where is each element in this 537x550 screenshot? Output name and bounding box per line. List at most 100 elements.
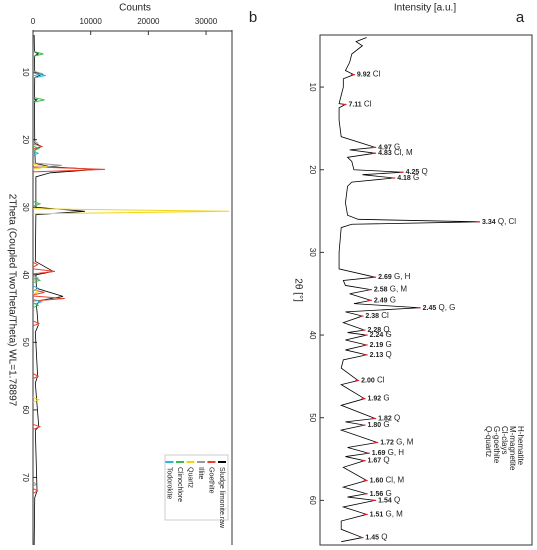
peak-label: 2.28 Q <box>368 325 390 334</box>
peak-label: 1.54 Q <box>378 495 400 504</box>
phase-peak <box>32 295 65 302</box>
phase: Cl <box>377 376 385 385</box>
phase-peak <box>32 481 37 488</box>
peak-label: 4.18 G <box>397 173 419 182</box>
tick-label: 10 <box>21 68 30 77</box>
phase-peak <box>32 298 44 305</box>
d-spacing: 1.72 <box>380 439 394 446</box>
pattern-line <box>33 34 97 546</box>
phase: Q, G <box>438 303 455 312</box>
peak-label: 2.69 G, H <box>378 272 411 281</box>
peak-label: 1.80 G <box>368 420 390 429</box>
d-spacing: 2.19 <box>370 342 384 349</box>
phase-peak <box>32 96 45 103</box>
phase-peak <box>32 72 46 79</box>
phase-peak <box>32 423 42 430</box>
tick-label: 60 <box>21 405 30 414</box>
phase: Cl, M <box>394 148 413 157</box>
legend-label: Illite <box>197 467 204 480</box>
tick-label: 50 <box>21 338 30 347</box>
peak-label: 3.34 Q, Cl <box>482 217 516 226</box>
peak-label: 2.45 Q, G <box>423 303 456 312</box>
phase-peak <box>32 373 40 380</box>
legend-text: Cl-clays <box>500 426 509 454</box>
phase-peak <box>32 150 40 157</box>
phase-peak <box>32 200 42 207</box>
legend-text: M-magnetite <box>508 426 517 471</box>
d-spacing: 2.00 <box>361 377 375 384</box>
twotheta-label: 2Theta (Coupled TwoTheta/Theta) WL=1.788… <box>6 194 17 407</box>
d-spacing: 1.51 <box>370 511 384 518</box>
peak-label: 2.58 G, M <box>374 285 408 294</box>
d-spacing: 1.82 <box>378 415 392 422</box>
phase: Cl <box>364 100 372 109</box>
legend-box <box>164 454 229 521</box>
tick-label: 30 <box>21 203 30 212</box>
peak-label: 1.60 Cl, M <box>370 476 405 485</box>
tick-label: 20000 <box>137 17 160 26</box>
d-spacing: 1.80 <box>368 422 382 429</box>
peak-label: 1.69 G, H <box>372 448 405 457</box>
pattern-line <box>338 37 480 543</box>
peak-label: 2.38 Cl <box>365 311 389 320</box>
peak-label: 1.45 Q <box>365 533 387 542</box>
phase: Cl <box>373 70 381 79</box>
intensity-label: Intensity [a.u.] <box>394 3 456 14</box>
phase: G <box>385 330 391 339</box>
phase-peak <box>32 208 230 215</box>
tick-label: 10000 <box>80 17 103 26</box>
peak-label: 1.56 G <box>370 489 392 498</box>
phase: G <box>390 295 396 304</box>
phase-peak <box>32 396 41 403</box>
phase-peak <box>32 488 39 494</box>
peak-label: 2.49 G <box>374 295 396 304</box>
peak-label: 7.11 Cl <box>348 100 371 109</box>
phase-peak <box>32 275 40 282</box>
panel-letter: b <box>249 9 257 26</box>
d-spacing: 4.97 <box>378 144 392 151</box>
phase: Q <box>381 533 387 542</box>
phase-peak <box>32 277 42 284</box>
phase: Cl <box>381 311 389 320</box>
peak-label: 2.13 Q <box>370 350 392 359</box>
phase-peak <box>32 143 44 150</box>
peak-label: 2.19 G <box>370 340 392 349</box>
phase: Cl, M <box>385 476 404 485</box>
phase-peak <box>32 166 106 173</box>
phase-peak <box>32 320 41 327</box>
d-spacing: 2.24 <box>370 332 384 339</box>
d-spacing: 1.56 <box>370 491 384 498</box>
tick-label: 60 <box>308 496 317 505</box>
tick-label: 70 <box>21 473 30 482</box>
d-spacing: 1.92 <box>368 396 382 403</box>
d-spacing: 3.34 <box>482 219 496 226</box>
legend-label: Clinochlore <box>176 467 183 502</box>
d-spacing: 1.67 <box>368 458 382 465</box>
tick-label: 20 <box>21 135 30 144</box>
d-spacing: 2.49 <box>374 297 388 304</box>
d-spacing: 2.58 <box>374 286 388 293</box>
phase: G <box>383 420 389 429</box>
legend-label: Quartz <box>187 467 194 489</box>
tick-label: 10 <box>308 83 317 92</box>
tick-label: 50 <box>308 413 317 422</box>
phase: G <box>385 340 391 349</box>
tick-label: 0 <box>31 17 36 26</box>
phase: G <box>383 394 389 403</box>
phase: G <box>394 143 400 152</box>
legend-text: H-hematite <box>516 426 525 466</box>
legend-label: Sludge limonite.raw <box>218 467 225 529</box>
phase: Q <box>383 325 389 334</box>
tick-label: 20 <box>308 165 317 174</box>
counts-label: Counts <box>119 3 151 14</box>
phase: G, H <box>388 448 405 457</box>
phase: Q <box>422 167 428 176</box>
legend-text: Q-quartz <box>484 426 493 457</box>
peak-label: 2.00 Cl <box>361 376 385 385</box>
phase: G <box>413 173 419 182</box>
phase: G, H <box>394 272 411 281</box>
d-spacing: 4.25 <box>406 169 420 176</box>
twotheta-label: 2θ [°] <box>292 278 303 302</box>
phase: Q <box>383 456 389 465</box>
